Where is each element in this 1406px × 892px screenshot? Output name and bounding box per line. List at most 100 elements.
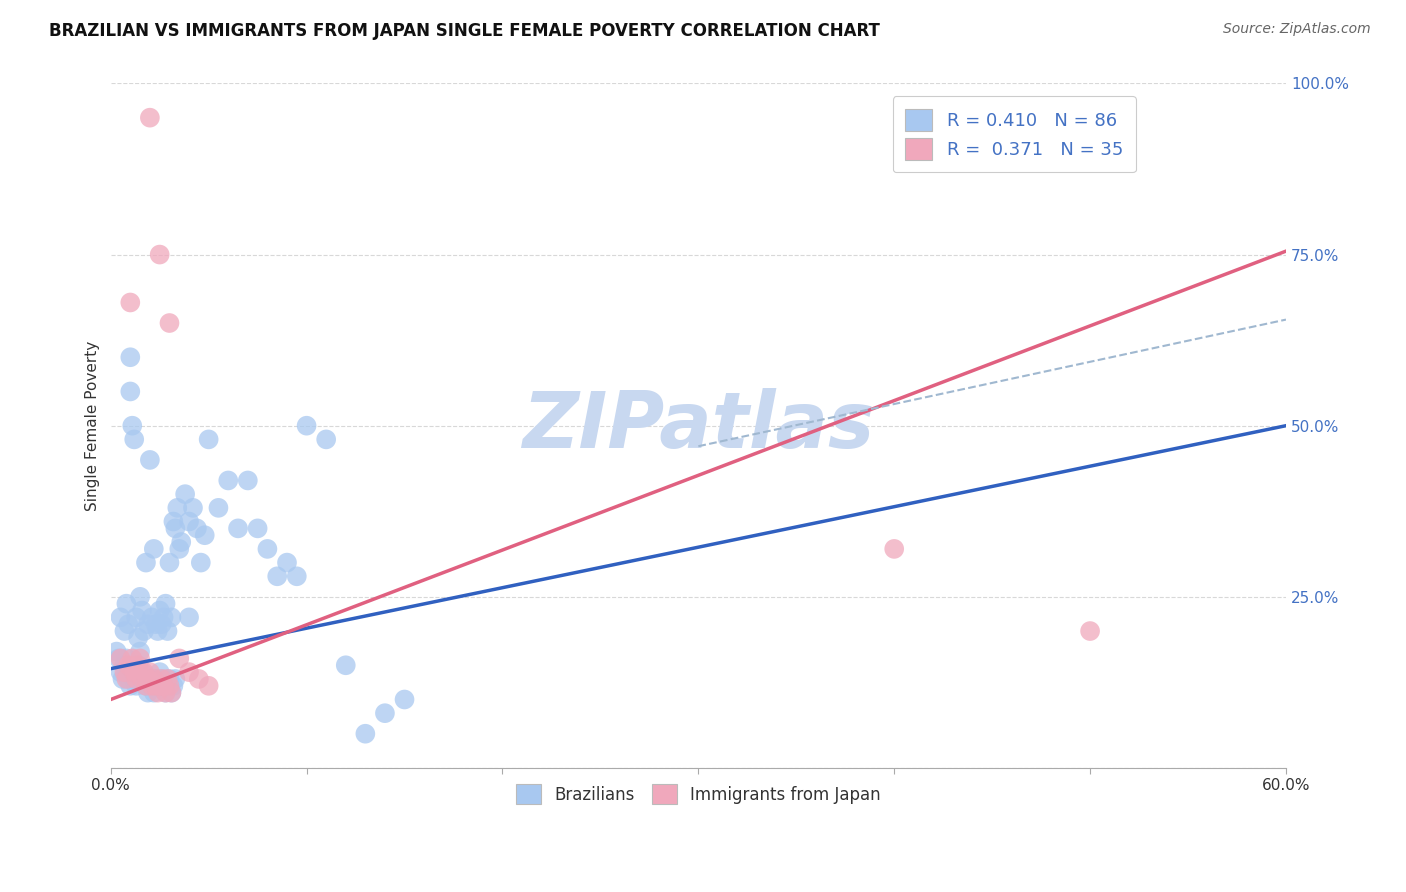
Point <box>145 672 167 686</box>
Point <box>132 665 155 679</box>
Text: Source: ZipAtlas.com: Source: ZipAtlas.com <box>1223 22 1371 37</box>
Point <box>165 521 187 535</box>
Point <box>165 672 187 686</box>
Point <box>112 665 135 679</box>
Point <box>226 521 249 535</box>
Point <box>146 624 169 638</box>
Point <box>883 541 905 556</box>
Point <box>145 617 167 632</box>
Point <box>354 727 377 741</box>
Point <box>159 556 181 570</box>
Point <box>152 610 174 624</box>
Point <box>131 603 153 617</box>
Point <box>132 672 155 686</box>
Point <box>112 658 135 673</box>
Point <box>149 665 172 679</box>
Point <box>120 350 142 364</box>
Point <box>177 515 200 529</box>
Point <box>129 644 152 658</box>
Point <box>141 610 163 624</box>
Point <box>105 644 128 658</box>
Point <box>149 679 172 693</box>
Point <box>194 528 217 542</box>
Point <box>152 679 174 693</box>
Point <box>112 624 135 638</box>
Point <box>132 624 155 638</box>
Point <box>122 672 145 686</box>
Point <box>117 617 139 632</box>
Point <box>125 672 148 686</box>
Point <box>110 610 132 624</box>
Point <box>335 658 357 673</box>
Point <box>115 597 138 611</box>
Point <box>146 686 169 700</box>
Point <box>276 556 298 570</box>
Point <box>159 316 181 330</box>
Point <box>160 610 183 624</box>
Point <box>142 672 165 686</box>
Point <box>131 672 153 686</box>
Point <box>156 624 179 638</box>
Point <box>159 679 181 693</box>
Point <box>169 651 191 665</box>
Point <box>190 556 212 570</box>
Point <box>139 672 162 686</box>
Point <box>315 433 337 447</box>
Point <box>129 590 152 604</box>
Point <box>110 651 132 665</box>
Point <box>135 679 157 693</box>
Y-axis label: Single Female Poverty: Single Female Poverty <box>86 341 100 511</box>
Point <box>127 658 149 673</box>
Point <box>145 679 167 693</box>
Point <box>136 672 159 686</box>
Point <box>139 665 162 679</box>
Point <box>142 541 165 556</box>
Point <box>177 665 200 679</box>
Point <box>166 500 188 515</box>
Point <box>120 384 142 399</box>
Point <box>181 500 204 515</box>
Point <box>110 665 132 679</box>
Point <box>162 515 184 529</box>
Point <box>207 500 229 515</box>
Point <box>150 672 173 686</box>
Point <box>121 665 143 679</box>
Point <box>170 535 193 549</box>
Point <box>141 679 163 693</box>
Point <box>197 433 219 447</box>
Point <box>159 672 181 686</box>
Point <box>142 686 165 700</box>
Point <box>374 706 396 721</box>
Point <box>155 597 177 611</box>
Text: ZIPatlas: ZIPatlas <box>522 388 875 464</box>
Point <box>394 692 416 706</box>
Point <box>135 679 157 693</box>
Point <box>150 672 173 686</box>
Legend: Brazilians, Immigrants from Japan: Brazilians, Immigrants from Japan <box>506 774 890 814</box>
Point <box>136 617 159 632</box>
Point <box>129 651 152 665</box>
Point <box>236 474 259 488</box>
Point <box>295 418 318 433</box>
Point <box>127 658 149 673</box>
Point <box>152 679 174 693</box>
Point <box>197 679 219 693</box>
Point <box>155 686 177 700</box>
Point <box>217 474 239 488</box>
Point <box>107 651 129 665</box>
Point <box>149 247 172 261</box>
Text: BRAZILIAN VS IMMIGRANTS FROM JAPAN SINGLE FEMALE POVERTY CORRELATION CHART: BRAZILIAN VS IMMIGRANTS FROM JAPAN SINGL… <box>49 22 880 40</box>
Point <box>1078 624 1101 638</box>
Point <box>150 617 173 632</box>
Point <box>146 679 169 693</box>
Point <box>266 569 288 583</box>
Point <box>125 679 148 693</box>
Point <box>115 651 138 665</box>
Point <box>155 686 177 700</box>
Point <box>122 433 145 447</box>
Point <box>120 679 142 693</box>
Point <box>177 610 200 624</box>
Point <box>174 487 197 501</box>
Point <box>121 651 143 665</box>
Point <box>256 541 278 556</box>
